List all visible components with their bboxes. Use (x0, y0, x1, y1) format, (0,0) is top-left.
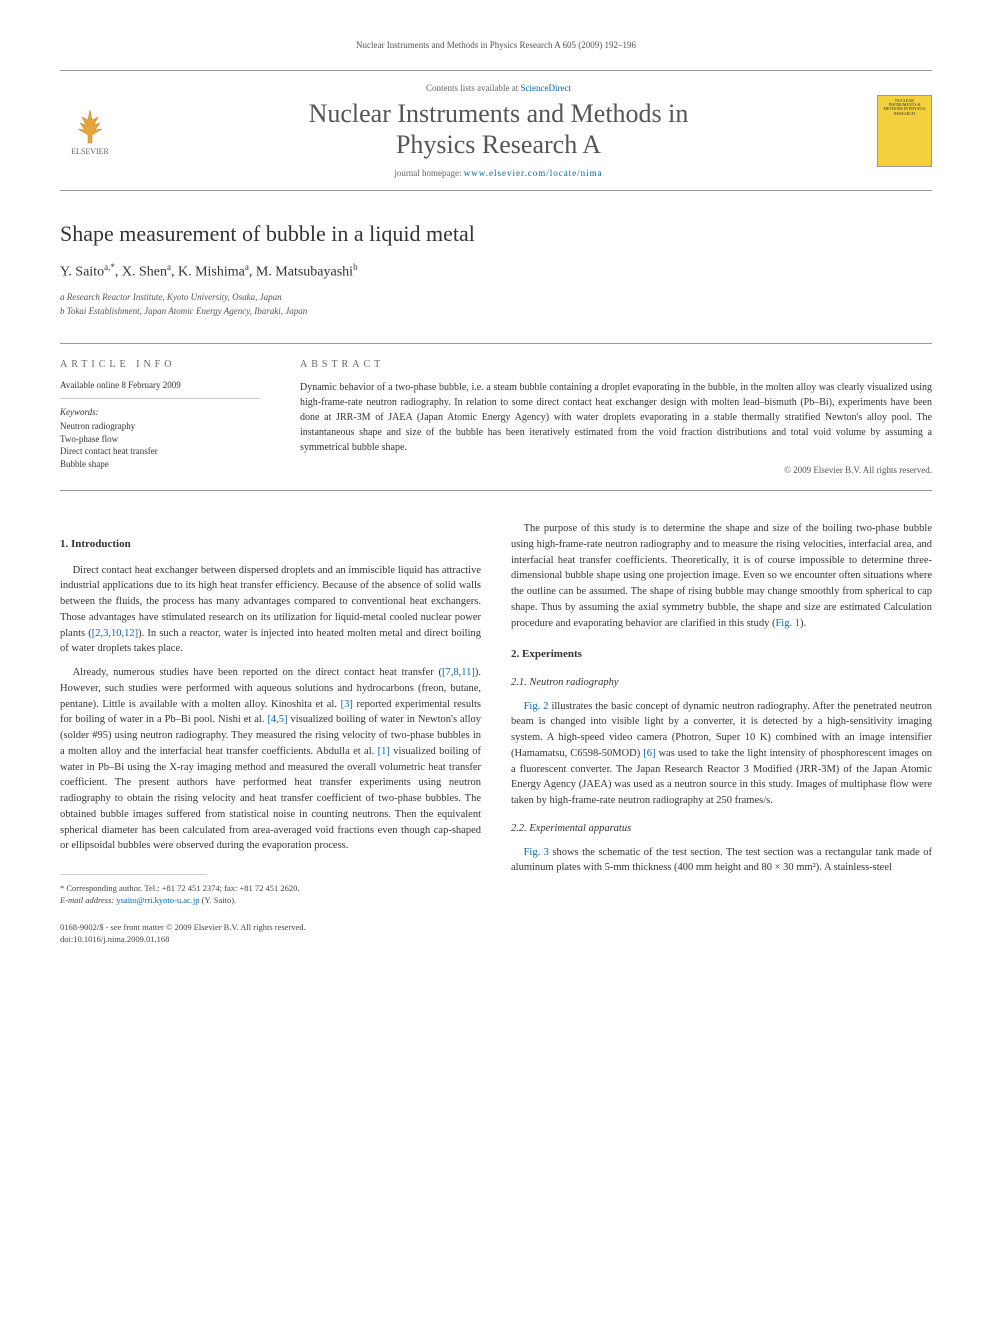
cover-text: NUCLEAR INSTRUMENTS & METHODS IN PHYSICS… (881, 99, 928, 117)
info-abstract-row: ARTICLE INFO Available online 8 February… (60, 343, 932, 491)
citation-link[interactable]: [2,3,10,12] (92, 628, 138, 639)
elsevier-logo: ELSEVIER (60, 98, 120, 163)
article-title: Shape measurement of bubble in a liquid … (60, 221, 932, 247)
intro-para-3: The purpose of this study is to determin… (511, 521, 932, 631)
corr-tel-fax: * Corresponding author. Tel.: +81 72 451… (60, 883, 481, 895)
text-run: Already, numerous studies have been repo… (73, 667, 442, 678)
affiliation-a: a Research Reactor Institute, Kyoto Univ… (60, 291, 932, 305)
elsevier-tree-icon (70, 105, 110, 145)
email-label: E-mail address: (60, 895, 116, 905)
article-info-label: ARTICLE INFO (60, 359, 260, 370)
journal-name-line1: Nuclear Instruments and Methods in (309, 99, 689, 128)
masthead-center: Contents lists available at ScienceDirec… (120, 83, 877, 178)
intro-para-2: Already, numerous studies have been repo… (60, 665, 481, 854)
homepage-link[interactable]: www.elsevier.com/locate/nima (464, 168, 603, 178)
email-suffix: (Y. Saito). (200, 895, 237, 905)
available-online: Available online 8 February 2009 (60, 380, 260, 399)
abstract-column: ABSTRACT Dynamic behavior of a two-phase… (300, 359, 932, 475)
figure-link[interactable]: Fig. 3 (524, 847, 549, 858)
intro-para-1: Direct contact heat exchanger between di… (60, 563, 481, 658)
section-2-2-heading: 2.2. Experimental apparatus (511, 821, 932, 837)
sciencedirect-link[interactable]: ScienceDirect (521, 83, 571, 93)
article-info-column: ARTICLE INFO Available online 8 February… (60, 359, 260, 475)
email-link[interactable]: ysaito@rri.kyoto-u.ac.jp (116, 895, 199, 905)
figure-link[interactable]: Fig. 2 (524, 701, 549, 712)
front-matter-line: 0168-9002/$ - see front matter © 2009 El… (60, 922, 481, 934)
citation-link[interactable]: [4,5] (267, 714, 287, 725)
elsevier-name: ELSEVIER (71, 147, 109, 156)
author-1: Y. Saito (60, 265, 104, 280)
homepage-prefix: journal homepage: (394, 168, 463, 178)
section-2-1-heading: 2.1. Neutron radiography (511, 675, 932, 691)
homepage-line: journal homepage: www.elsevier.com/locat… (120, 168, 877, 178)
author-4-affil: b (353, 262, 358, 272)
journal-masthead: ELSEVIER Contents lists available at Sci… (60, 70, 932, 191)
journal-name: Nuclear Instruments and Methods in Physi… (120, 98, 877, 160)
contents-available-line: Contents lists available at ScienceDirec… (120, 83, 877, 93)
keywords-list: Neutron radiography Two-phase flow Direc… (60, 420, 260, 470)
author-2: , X. Shen (115, 265, 167, 280)
text-run: ). (800, 618, 806, 629)
running-header: Nuclear Instruments and Methods in Physi… (60, 40, 932, 50)
section-1-heading: 1. Introduction (60, 536, 481, 553)
section-2-heading: 2. Experiments (511, 646, 932, 663)
abstract-text: Dynamic behavior of a two-phase bubble, … (300, 380, 932, 455)
text-run: The purpose of this study is to determin… (511, 523, 932, 629)
journal-name-line2: Physics Research A (396, 130, 601, 159)
citation-link[interactable]: [7,8,11] (442, 667, 475, 678)
affiliation-b: b Tokai Establishment, Japan Atomic Ener… (60, 305, 932, 319)
author-list: Y. Saitoa,*, X. Shena, K. Mishimaa, M. M… (60, 262, 932, 281)
corresponding-author-footnote: * Corresponding author. Tel.: +81 72 451… (60, 883, 481, 907)
keywords-label: Keywords: (60, 407, 260, 417)
text-run: visualized boiling of water in Pb–Bi usi… (60, 746, 481, 852)
author-4: , M. Matsubayashi (249, 265, 353, 280)
abstract-label: ABSTRACT (300, 359, 932, 370)
exp-21-para: Fig. 2 illustrates the basic concept of … (511, 699, 932, 809)
corr-email-line: E-mail address: ysaito@rri.kyoto-u.ac.jp… (60, 895, 481, 907)
citation-link[interactable]: [3] (341, 699, 353, 710)
citation-link[interactable]: [6] (643, 748, 655, 759)
doi-block: 0168-9002/$ - see front matter © 2009 El… (60, 922, 481, 946)
author-3: , K. Mishima (171, 265, 245, 280)
article-body: 1. Introduction Direct contact heat exch… (60, 521, 932, 946)
affiliations: a Research Reactor Institute, Kyoto Univ… (60, 291, 932, 318)
text-run: shows the schematic of the test section.… (511, 847, 932, 874)
footnote-separator (60, 874, 207, 875)
abstract-copyright: © 2009 Elsevier B.V. All rights reserved… (300, 465, 932, 475)
contents-prefix: Contents lists available at (426, 83, 520, 93)
citation-link[interactable]: [1] (378, 746, 390, 757)
exp-22-para: Fig. 3 shows the schematic of the test s… (511, 845, 932, 877)
doi-line: doi:10.1016/j.nima.2009.01.168 (60, 934, 481, 946)
journal-cover-thumb: NUCLEAR INSTRUMENTS & METHODS IN PHYSICS… (877, 95, 932, 167)
figure-link[interactable]: Fig. 1 (775, 618, 800, 629)
